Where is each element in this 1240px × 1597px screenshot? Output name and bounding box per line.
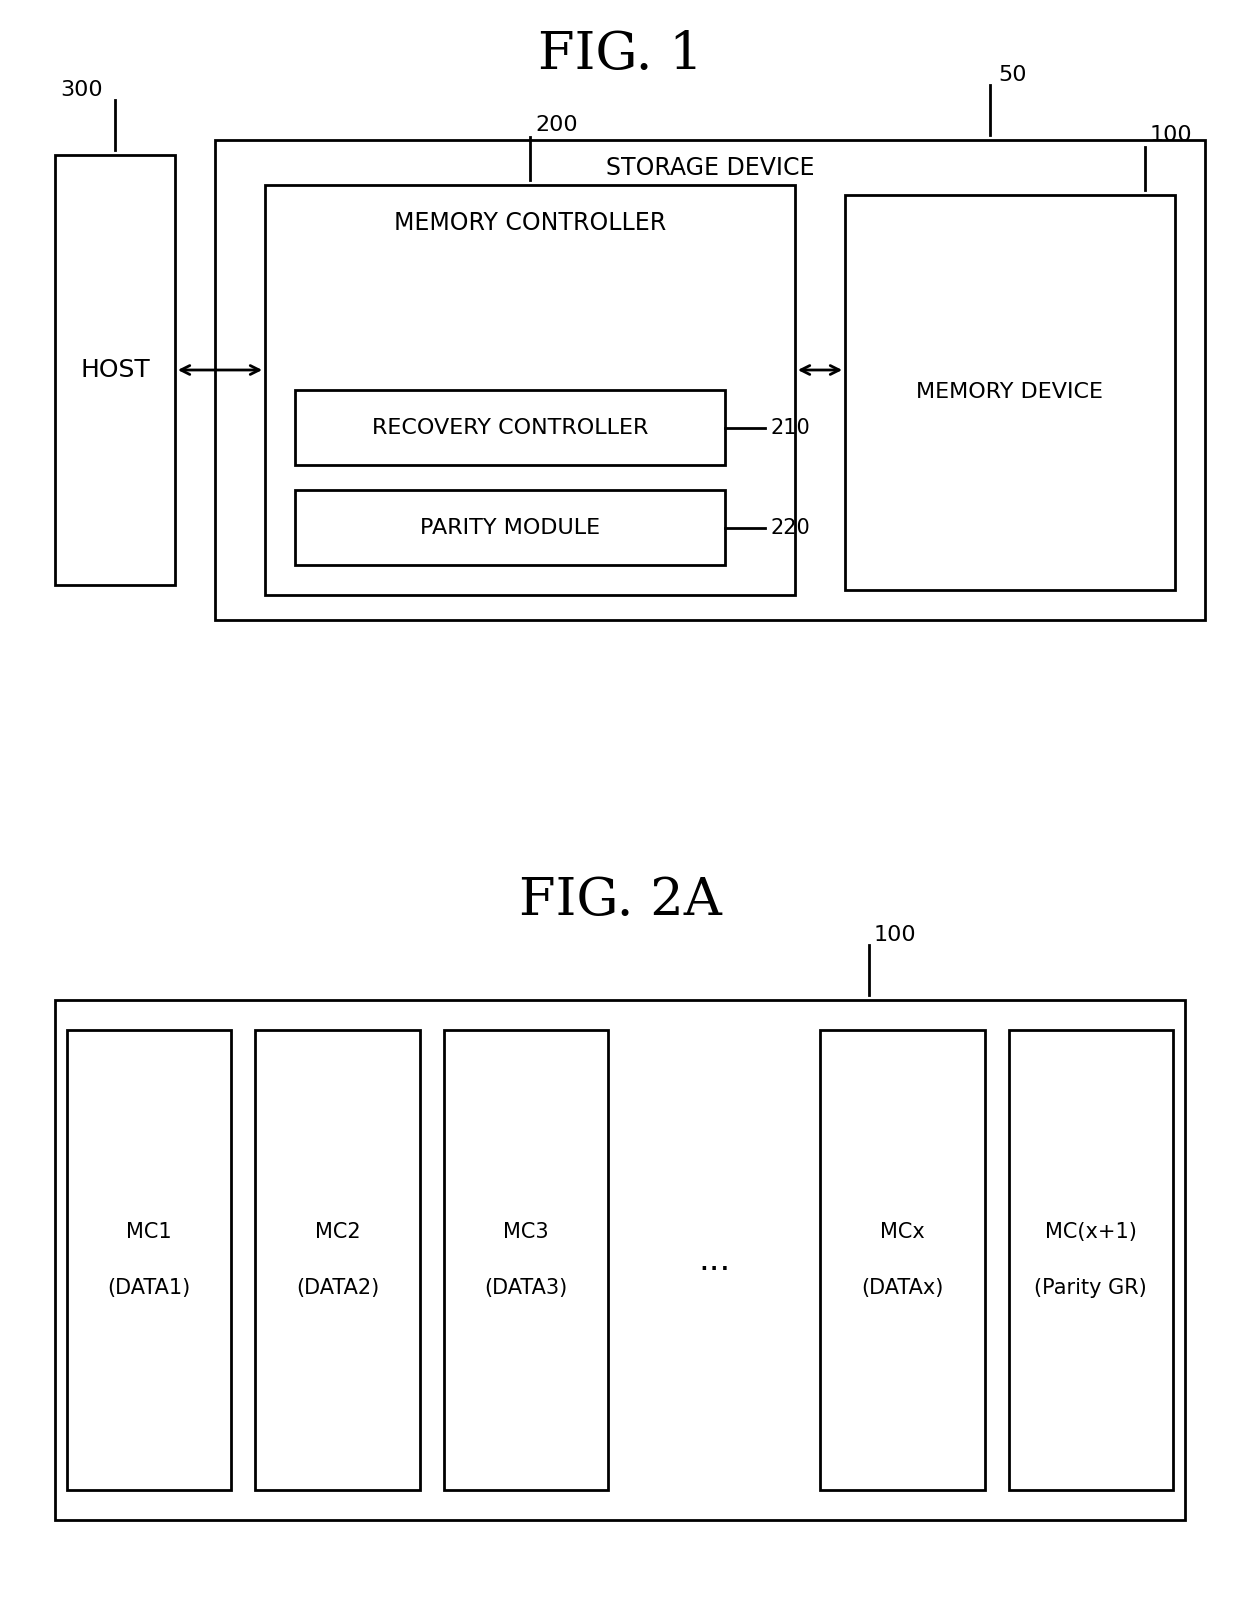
Bar — [821, 1030, 985, 1490]
Text: (DATA1): (DATA1) — [108, 1278, 191, 1298]
Text: 220: 220 — [770, 517, 810, 538]
Text: ...: ... — [698, 1244, 730, 1276]
Text: 200: 200 — [534, 115, 578, 136]
Bar — [255, 1030, 419, 1490]
Text: (Parity GR): (Parity GR) — [1034, 1278, 1147, 1298]
Bar — [67, 1030, 232, 1490]
Text: MC3: MC3 — [503, 1222, 548, 1242]
Text: (DATAx): (DATAx) — [862, 1278, 944, 1298]
Text: FIG. 1: FIG. 1 — [538, 29, 702, 80]
Text: (DATA3): (DATA3) — [484, 1278, 568, 1298]
Text: MC(x+1): MC(x+1) — [1045, 1222, 1137, 1242]
Bar — [444, 1030, 608, 1490]
Text: 100: 100 — [874, 925, 916, 945]
Text: MEMORY CONTROLLER: MEMORY CONTROLLER — [394, 211, 666, 235]
Text: MCx: MCx — [880, 1222, 925, 1242]
Text: 50: 50 — [998, 65, 1027, 85]
Bar — [55, 1000, 1185, 1520]
Text: 210: 210 — [770, 417, 810, 438]
Bar — [1008, 1030, 1173, 1490]
Text: PARITY MODULE: PARITY MODULE — [420, 517, 600, 538]
Text: 300: 300 — [60, 80, 103, 101]
Bar — [844, 195, 1176, 589]
Text: FIG. 2A: FIG. 2A — [518, 875, 722, 926]
Bar — [295, 390, 725, 465]
Text: 100: 100 — [1149, 125, 1193, 145]
Text: HOST: HOST — [81, 358, 150, 382]
Text: MEMORY DEVICE: MEMORY DEVICE — [916, 383, 1104, 402]
Text: STORAGE DEVICE: STORAGE DEVICE — [606, 157, 815, 180]
Bar — [55, 155, 175, 585]
Text: RECOVERY CONTROLLER: RECOVERY CONTROLLER — [372, 417, 649, 438]
Bar — [295, 490, 725, 565]
Text: MC1: MC1 — [126, 1222, 172, 1242]
Text: (DATA2): (DATA2) — [296, 1278, 379, 1298]
Text: MC2: MC2 — [315, 1222, 361, 1242]
Bar — [265, 185, 795, 596]
Bar — [215, 141, 1205, 620]
